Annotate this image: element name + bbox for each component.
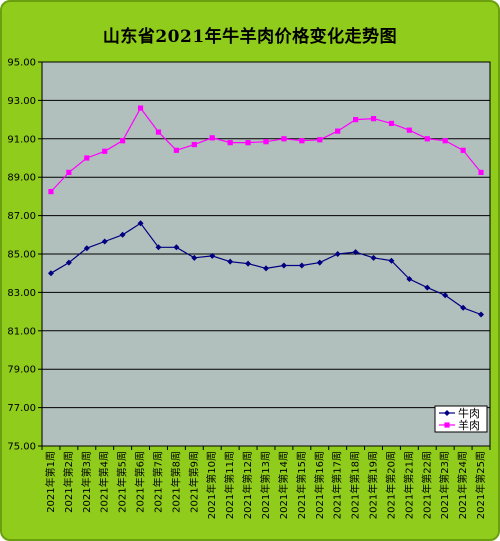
- x-tick-label: 2021年第25周: [474, 451, 487, 519]
- x-tick-label: 2021年第8周: [169, 451, 182, 513]
- x-tick-label: 2021年第11周: [223, 451, 236, 519]
- data-point: [424, 284, 431, 291]
- x-tick-label: 2021年第13周: [259, 451, 272, 519]
- y-tick-label: 81.00: [7, 326, 36, 337]
- data-point: [137, 105, 144, 111]
- y-tick-label: 79.00: [7, 365, 36, 376]
- data-point: [388, 257, 395, 264]
- data-point: [191, 254, 198, 261]
- y-tick-label: 87.00: [7, 211, 36, 222]
- x-tick-label: 2021年第15周: [295, 451, 308, 519]
- x-tick-label: 2021年第4周: [98, 451, 111, 513]
- data-point: [245, 140, 251, 146]
- data-point: [370, 254, 377, 261]
- x-tick-label: 2021年第5周: [116, 451, 129, 513]
- data-point: [317, 137, 323, 143]
- data-point: [406, 275, 413, 282]
- x-tick-label: 2021年第17周: [331, 451, 344, 519]
- y-tick-label: 83.00: [7, 288, 36, 299]
- x-tick-label: 2021年第14周: [277, 451, 290, 519]
- data-point: [209, 252, 216, 259]
- x-tick-label: 2021年第7周: [151, 451, 164, 513]
- data-point: [83, 245, 90, 252]
- x-tick-label: 2021年第20周: [384, 451, 397, 519]
- data-point: [47, 270, 54, 277]
- data-point: [173, 147, 179, 153]
- data-point: [84, 155, 90, 161]
- data-point: [173, 244, 180, 251]
- y-tick-label: 93.00: [7, 96, 36, 107]
- legend-label: 牛肉: [458, 406, 480, 420]
- x-tick-label: 2021年第19周: [367, 451, 380, 519]
- x-tick-label: 2021年第18周: [349, 451, 362, 519]
- x-tick-label: 2021年第3周: [80, 451, 93, 513]
- x-tick-label: 2021年第9周: [187, 451, 200, 513]
- data-point: [227, 140, 233, 146]
- data-point: [245, 260, 252, 267]
- data-point: [406, 127, 412, 133]
- x-tick-label: 2021年第10周: [205, 451, 218, 519]
- data-point: [191, 141, 197, 148]
- data-point: [353, 117, 359, 123]
- x-tick-label: 2021年第23周: [438, 451, 451, 519]
- data-point: [119, 231, 126, 238]
- x-tick-label: 2021年第16周: [313, 451, 326, 519]
- data-point: [460, 304, 467, 311]
- data-point: [227, 258, 234, 265]
- y-tick-label: 89.00: [7, 173, 36, 184]
- data-point: [460, 147, 466, 153]
- data-point: [478, 311, 485, 318]
- y-tick-label: 91.00: [7, 134, 36, 145]
- data-point: [316, 259, 323, 266]
- data-point: [335, 128, 341, 134]
- data-point: [442, 138, 448, 144]
- data-point: [263, 265, 269, 272]
- y-tick-label: 77.00: [7, 403, 36, 414]
- data-point: [352, 249, 359, 256]
- y-tick-label: 95.00: [7, 58, 36, 69]
- data-point: [298, 262, 305, 269]
- data-point: [137, 220, 144, 227]
- legend-label: 羊肉: [458, 418, 480, 432]
- data-point: [102, 148, 108, 154]
- data-point: [263, 139, 269, 145]
- data-point: [334, 251, 341, 257]
- chart-title: 山东省2021年牛羊肉价格变化走势图: [102, 27, 398, 47]
- legend-marker: [444, 410, 450, 416]
- y-tick-label: 85.00: [7, 250, 36, 261]
- data-point: [281, 136, 287, 142]
- data-point: [280, 262, 287, 269]
- data-point: [299, 138, 305, 144]
- data-point: [442, 292, 449, 299]
- data-point: [370, 116, 377, 122]
- legend-marker: [444, 422, 450, 428]
- x-tick-label: 2021年第21周: [402, 451, 415, 519]
- data-point: [48, 189, 54, 195]
- x-tick-label: 2021年第6周: [134, 451, 147, 513]
- x-tick-label: 2021年第2周: [62, 451, 75, 513]
- data-point: [66, 169, 72, 175]
- data-point: [101, 238, 108, 245]
- data-point: [478, 169, 484, 175]
- x-tick-label: 2021年第12周: [241, 451, 254, 519]
- data-point: [155, 129, 162, 135]
- x-tick-label: 2021年第24周: [456, 451, 469, 519]
- data-point: [424, 136, 430, 142]
- x-tick-label: 2021年第1周: [44, 451, 57, 513]
- data-point: [65, 259, 72, 266]
- data-point: [120, 138, 126, 144]
- data-point: [209, 135, 215, 141]
- legend-box: [434, 405, 488, 433]
- plot-border: [41, 61, 491, 447]
- data-point: [388, 120, 395, 127]
- data-point: [155, 244, 162, 251]
- x-tick-label: 2021年第22周: [420, 451, 433, 519]
- y-tick-label: 75.00: [7, 442, 36, 453]
